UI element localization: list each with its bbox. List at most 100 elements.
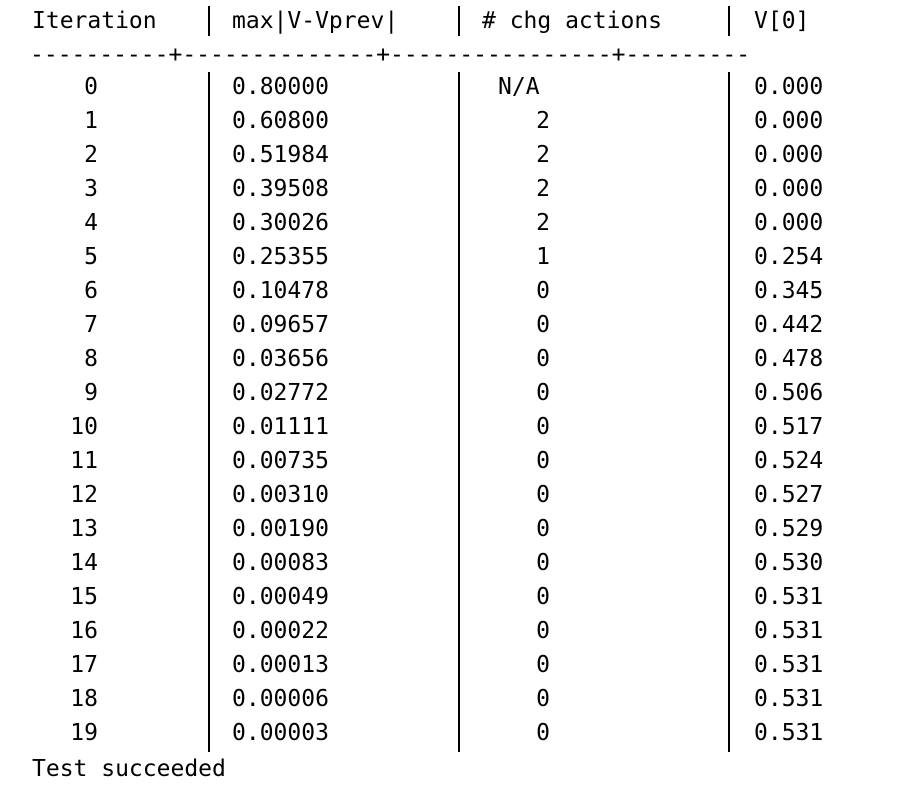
cell-max-diff: 0.00049 <box>232 584 329 610</box>
cell-v0: 0.531 <box>754 720 824 746</box>
cell-max-diff: 0.09657 <box>232 312 329 338</box>
table-row: 15 0.00049 0 0.531 <box>0 580 908 614</box>
table-row: 14 0.00083 0 0.530 <box>0 546 908 580</box>
cell-v0: 0.529 <box>754 516 824 542</box>
cell-max-diff: 0.00190 <box>232 516 329 542</box>
cell-v0: 0.478 <box>754 346 824 372</box>
cell-v0: 0.254 <box>754 244 824 270</box>
table-row: 1 0.60800 2 0.000 <box>0 104 908 138</box>
table-header: Iteration max|V-Vprev| # chg actions V[0… <box>0 4 908 38</box>
column-separator <box>458 6 460 36</box>
cell-iteration: 13 <box>70 516 98 542</box>
table-row: 0 0.80000 N/A 0.000 <box>0 70 908 104</box>
cell-iteration: 17 <box>70 652 98 678</box>
table-row: 19 0.00003 0 0.531 <box>0 716 908 750</box>
table-row: 13 0.00190 0 0.529 <box>0 512 908 546</box>
cell-v0: 0.531 <box>754 584 824 610</box>
cell-max-diff: 0.30026 <box>232 210 329 236</box>
table-row: 17 0.00013 0 0.531 <box>0 648 908 682</box>
cell-chg-actions: 0 <box>536 618 550 644</box>
cell-v0: 0.442 <box>754 312 824 338</box>
cell-iteration: 14 <box>70 550 98 576</box>
cell-v0: 0.000 <box>754 210 824 236</box>
cell-chg-actions: 2 <box>536 210 550 236</box>
cell-max-diff: 0.60800 <box>232 108 329 134</box>
header-separator-rule: ----------+--------------+--------------… <box>30 44 751 66</box>
column-separator <box>208 6 210 36</box>
header-max-diff: max|V-Vprev| <box>232 8 399 34</box>
cell-max-diff: 0.80000 <box>232 74 329 100</box>
cell-iteration: 3 <box>84 176 98 202</box>
header-v0: V[0] <box>754 8 810 34</box>
table-row: 7 0.09657 0 0.442 <box>0 308 908 342</box>
cell-iteration: 0 <box>84 74 98 100</box>
cell-v0: 0.000 <box>754 176 824 202</box>
cell-chg-actions: 0 <box>536 346 550 372</box>
table-row: 10 0.01111 0 0.517 <box>0 410 908 444</box>
cell-chg-actions: 0 <box>536 550 550 576</box>
cell-chg-actions: 2 <box>536 142 550 168</box>
header-chg-actions: # chg actions <box>482 8 663 34</box>
cell-max-diff: 0.51984 <box>232 142 329 168</box>
cell-chg-actions: 1 <box>536 244 550 270</box>
cell-chg-actions: 0 <box>536 380 550 406</box>
cell-iteration: 8 <box>84 346 98 372</box>
cell-v0: 0.345 <box>754 278 824 304</box>
cell-chg-actions: 0 <box>536 584 550 610</box>
cell-max-diff: 0.00013 <box>232 652 329 678</box>
cell-v0: 0.524 <box>754 448 824 474</box>
cell-v0: 0.506 <box>754 380 824 406</box>
cell-max-diff: 0.00735 <box>232 448 329 474</box>
table-row: 8 0.03656 0 0.478 <box>0 342 908 376</box>
cell-max-diff: 0.03656 <box>232 346 329 372</box>
cell-iteration: 15 <box>70 584 98 610</box>
cell-iteration: 5 <box>84 244 98 270</box>
cell-iteration: 19 <box>70 720 98 746</box>
cell-chg-actions: 2 <box>536 108 550 134</box>
cell-max-diff: 0.02772 <box>232 380 329 406</box>
cell-chg-actions: 2 <box>536 176 550 202</box>
cell-iteration: 10 <box>70 414 98 440</box>
cell-v0: 0.531 <box>754 686 824 712</box>
cell-max-diff: 0.00006 <box>232 686 329 712</box>
column-separator <box>208 72 210 752</box>
cell-iteration: 12 <box>70 482 98 508</box>
cell-v0: 0.000 <box>754 108 824 134</box>
cell-max-diff: 0.00022 <box>232 618 329 644</box>
cell-max-diff: 0.39508 <box>232 176 329 202</box>
table-row: 2 0.51984 2 0.000 <box>0 138 908 172</box>
table-row: 18 0.00006 0 0.531 <box>0 682 908 716</box>
table-row: 5 0.25355 1 0.254 <box>0 240 908 274</box>
cell-max-diff: 0.10478 <box>232 278 329 304</box>
cell-chg-actions: 0 <box>536 720 550 746</box>
table-row: 16 0.00022 0 0.531 <box>0 614 908 648</box>
cell-chg-actions: 0 <box>536 516 550 542</box>
status-message: Test succeeded <box>32 756 226 782</box>
cell-chg-actions: 0 <box>536 414 550 440</box>
cell-v0: 0.531 <box>754 652 824 678</box>
cell-v0: 0.531 <box>754 618 824 644</box>
cell-v0: 0.000 <box>754 74 824 100</box>
table-row: 11 0.00735 0 0.524 <box>0 444 908 478</box>
cell-iteration: 7 <box>84 312 98 338</box>
cell-v0: 0.517 <box>754 414 824 440</box>
cell-chg-actions: 0 <box>536 312 550 338</box>
cell-iteration: 2 <box>84 142 98 168</box>
cell-iteration: 16 <box>70 618 98 644</box>
cell-chg-actions: 0 <box>536 652 550 678</box>
cell-iteration: 1 <box>84 108 98 134</box>
cell-max-diff: 0.01111 <box>232 414 329 440</box>
cell-chg-actions: 0 <box>536 482 550 508</box>
table-row: 12 0.00310 0 0.527 <box>0 478 908 512</box>
cell-chg-actions: 0 <box>536 278 550 304</box>
cell-chg-actions: N/A <box>498 74 540 100</box>
cell-max-diff: 0.00310 <box>232 482 329 508</box>
header-iteration: Iteration <box>32 8 157 34</box>
table-row: 3 0.39508 2 0.000 <box>0 172 908 206</box>
column-separator <box>728 72 730 752</box>
cell-iteration: 11 <box>70 448 98 474</box>
cell-max-diff: 0.00083 <box>232 550 329 576</box>
column-separator <box>728 6 730 36</box>
table-row: 6 0.10478 0 0.345 <box>0 274 908 308</box>
